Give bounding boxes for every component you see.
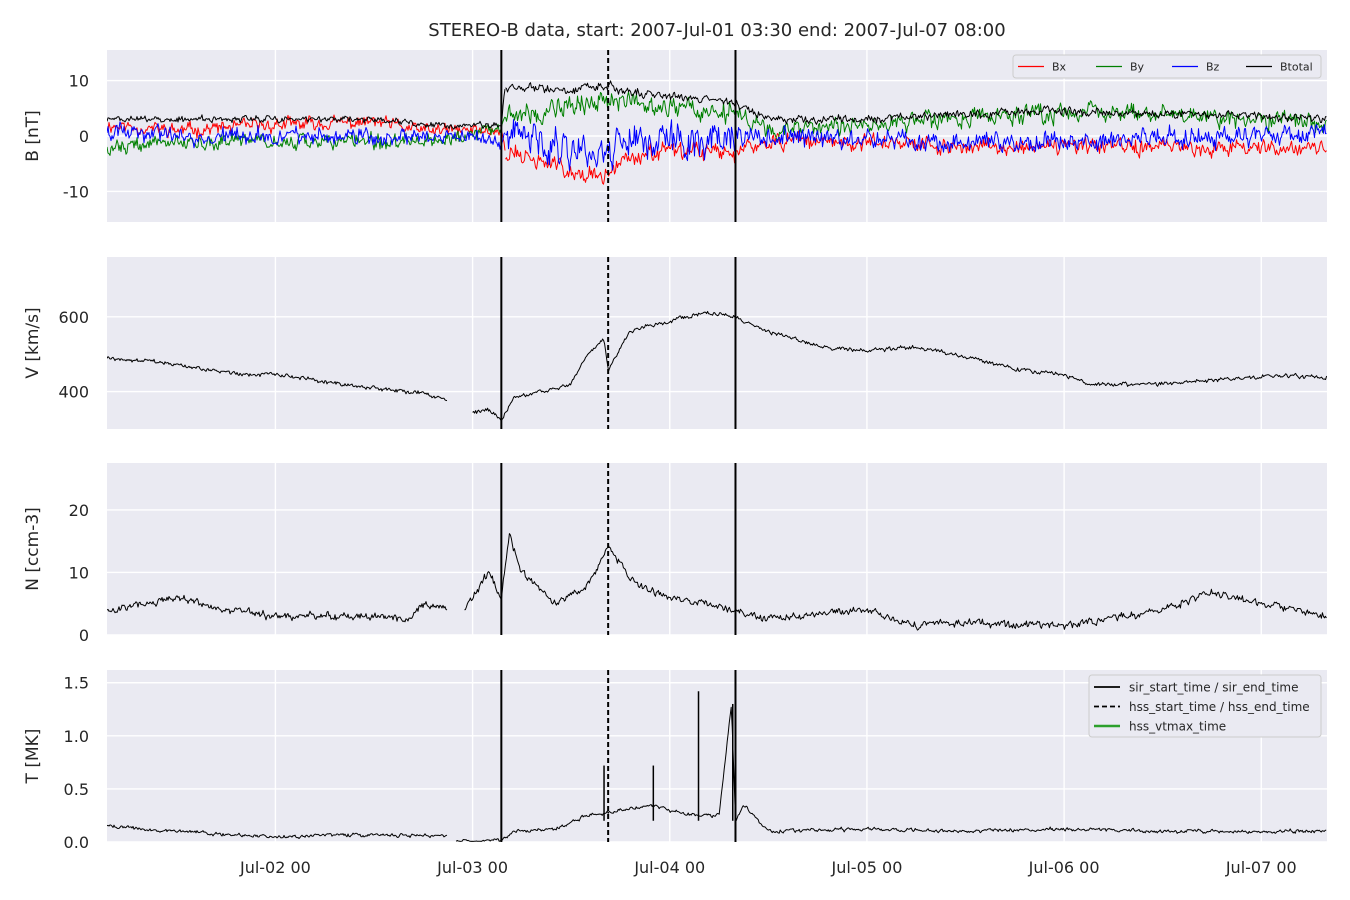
series-line xyxy=(107,356,448,402)
series-line-bz xyxy=(107,121,506,150)
panel-3: 0 10 20 N [ccm-3] xyxy=(23,463,1327,645)
series-line-by xyxy=(735,100,1327,141)
legend-events: sir_start_time / sir_end_time hss_start_t… xyxy=(1088,674,1322,738)
panel-1: -10 0 10 B [nT] Bx By Bz Btotal xyxy=(23,50,1327,222)
y-tick-label: 10 xyxy=(69,72,89,91)
legend-label: sir_start_time / sir_end_time xyxy=(1129,681,1299,695)
series-line-btotal xyxy=(505,80,736,107)
x-tick-label: Jul-04 00 xyxy=(633,858,705,877)
y-axis-label: N [ccm-3] xyxy=(23,507,43,591)
series-line xyxy=(107,594,448,623)
legend-label: Bx xyxy=(1052,61,1067,74)
y-tick-label: 0 xyxy=(79,127,89,146)
y-axis-label: T [MK] xyxy=(23,729,43,785)
y-tick-label: 10 xyxy=(69,563,89,582)
panels: -10 0 10 B [nT] Bx By Bz Btotal 400 600 V [km/s] 0 1… xyxy=(23,50,1327,877)
panel-2: 400 600 V [km/s] xyxy=(23,257,1327,429)
series-line xyxy=(455,706,1327,842)
y-axis-label: B [nT] xyxy=(23,110,43,162)
legend-label: hss_start_time / hss_end_time xyxy=(1129,700,1310,714)
legend-label: hss_vtmax_time xyxy=(1129,720,1226,734)
y-tick-label: -10 xyxy=(63,182,89,201)
series-group xyxy=(107,310,1327,421)
panel-4: 0.0 0.5 1.0 1.5 T [MK] sir_start_time / sir_e… xyxy=(23,670,1327,877)
series-line-bz xyxy=(735,123,1327,153)
x-tick-label: Jul-06 00 xyxy=(1028,858,1100,877)
series-line-bx xyxy=(735,130,1327,159)
x-tick-label: Jul-05 00 xyxy=(830,858,902,877)
series-line xyxy=(472,310,1327,421)
series-line-bz xyxy=(505,119,736,172)
legend-magnetic: Bx By Bz Btotal xyxy=(1012,54,1322,79)
panel-background xyxy=(107,257,1327,429)
y-tick-label: 1.5 xyxy=(64,674,89,693)
series-group xyxy=(107,80,1327,185)
y-axis-label: V [km/s] xyxy=(23,307,43,378)
y-tick-label: 0.0 xyxy=(64,833,89,852)
y-tick-label: 20 xyxy=(69,501,89,520)
x-tick-label: Jul-03 00 xyxy=(436,858,508,877)
legend-label: By xyxy=(1130,61,1145,74)
series-group xyxy=(107,691,1327,842)
series-line-btotal xyxy=(107,89,506,130)
series-line xyxy=(107,824,448,839)
series-line-btotal xyxy=(735,99,1327,125)
y-tick-label: 1.0 xyxy=(64,727,89,746)
x-tick-label: Jul-07 00 xyxy=(1225,858,1297,877)
legend-box xyxy=(1088,674,1322,738)
series-line-bx xyxy=(505,141,736,185)
figure-title: STEREO-B data, start: 2007-Jul-01 03:30 … xyxy=(428,20,1005,41)
y-tick-label: 0.5 xyxy=(64,780,89,799)
panel-background xyxy=(107,463,1327,635)
x-tick-label: Jul-02 00 xyxy=(239,858,311,877)
y-tick-label: 400 xyxy=(58,383,89,402)
y-tick-label: 0 xyxy=(79,626,89,645)
series-line-by xyxy=(505,91,736,125)
y-tick-label: 600 xyxy=(58,308,89,327)
legend-box xyxy=(1012,54,1322,79)
legend-label: Bz xyxy=(1206,61,1220,74)
legend-label: Btotal xyxy=(1280,61,1313,74)
